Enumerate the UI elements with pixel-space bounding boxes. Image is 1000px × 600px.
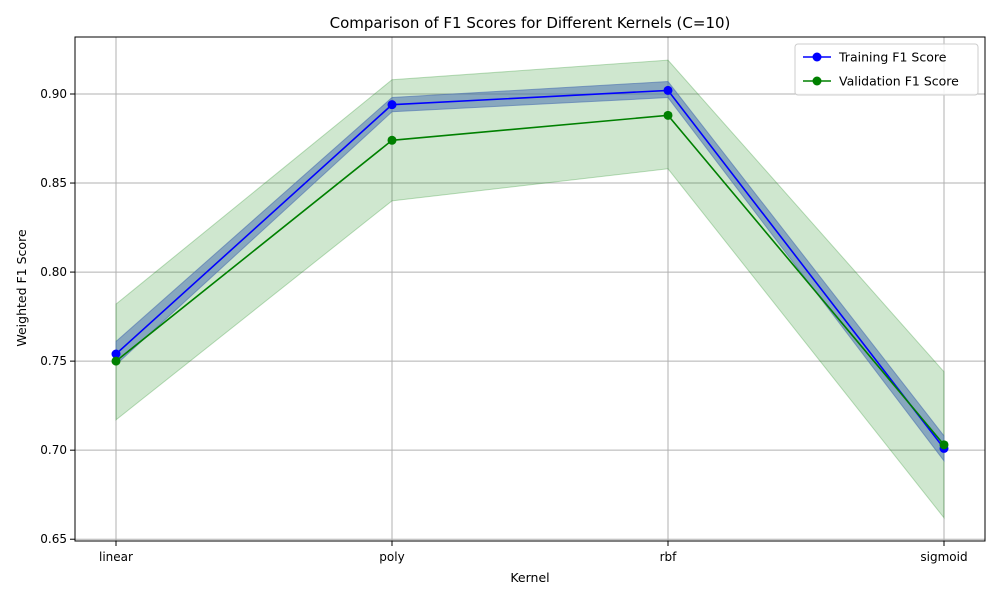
- y-tick-label-0.75: 0.75: [40, 354, 67, 368]
- x-tick-label-sigmoid: sigmoid: [920, 550, 967, 564]
- x-tick-label-poly: poly: [379, 550, 404, 564]
- legend-marker-series-1: [812, 76, 822, 86]
- data-point-series-1-poly: [387, 135, 397, 145]
- point-layer: [111, 85, 949, 453]
- y-tick-label-0.90: 0.90: [40, 87, 67, 101]
- data-point-series-0-poly: [387, 100, 397, 110]
- legend-box: [794, 43, 979, 96]
- y-axis-label: Weighted F1 Score: [14, 229, 29, 347]
- x-axis-label: Kernel: [510, 570, 549, 585]
- data-point-series-1-sigmoid: [939, 440, 949, 450]
- x-axis-ticks: linear poly rbf sigmoid: [99, 541, 968, 564]
- series-line-0: [115, 89, 945, 449]
- data-point-series-1-rbf: [663, 110, 673, 120]
- confidence-band-series-0: [115, 81, 945, 463]
- y-tick-label-0.65: 0.65: [40, 532, 67, 546]
- x-tick-label-rbf: rbf: [660, 550, 678, 564]
- y-tick-label-0.80: 0.80: [40, 265, 67, 279]
- legend-marker-series-0: [812, 52, 822, 62]
- x-tick-label-linear: linear: [99, 550, 133, 564]
- y-axis-ticks: 0.65 0.70 0.75 0.80 0.85 0.90: [40, 87, 75, 546]
- data-point-series-0-rbf: [663, 85, 673, 95]
- legend: Training F1 Score Validation F1 Score: [794, 43, 979, 96]
- chart-title: Comparison of F1 Scores for Different Ke…: [330, 14, 731, 32]
- legend-label-series-1: Validation F1 Score: [839, 74, 959, 89]
- data-point-series-1-linear: [111, 356, 121, 366]
- data-point-series-0-linear: [111, 349, 121, 359]
- y-tick-label-0.85: 0.85: [40, 176, 67, 190]
- plot-frame: [74, 36, 986, 542]
- legend-label-series-0: Training F1 Score: [838, 50, 947, 65]
- line-layer: [115, 89, 945, 449]
- y-tick-label-0.70: 0.70: [40, 443, 67, 457]
- series-line-1: [115, 114, 945, 446]
- band-layer: [115, 59, 945, 520]
